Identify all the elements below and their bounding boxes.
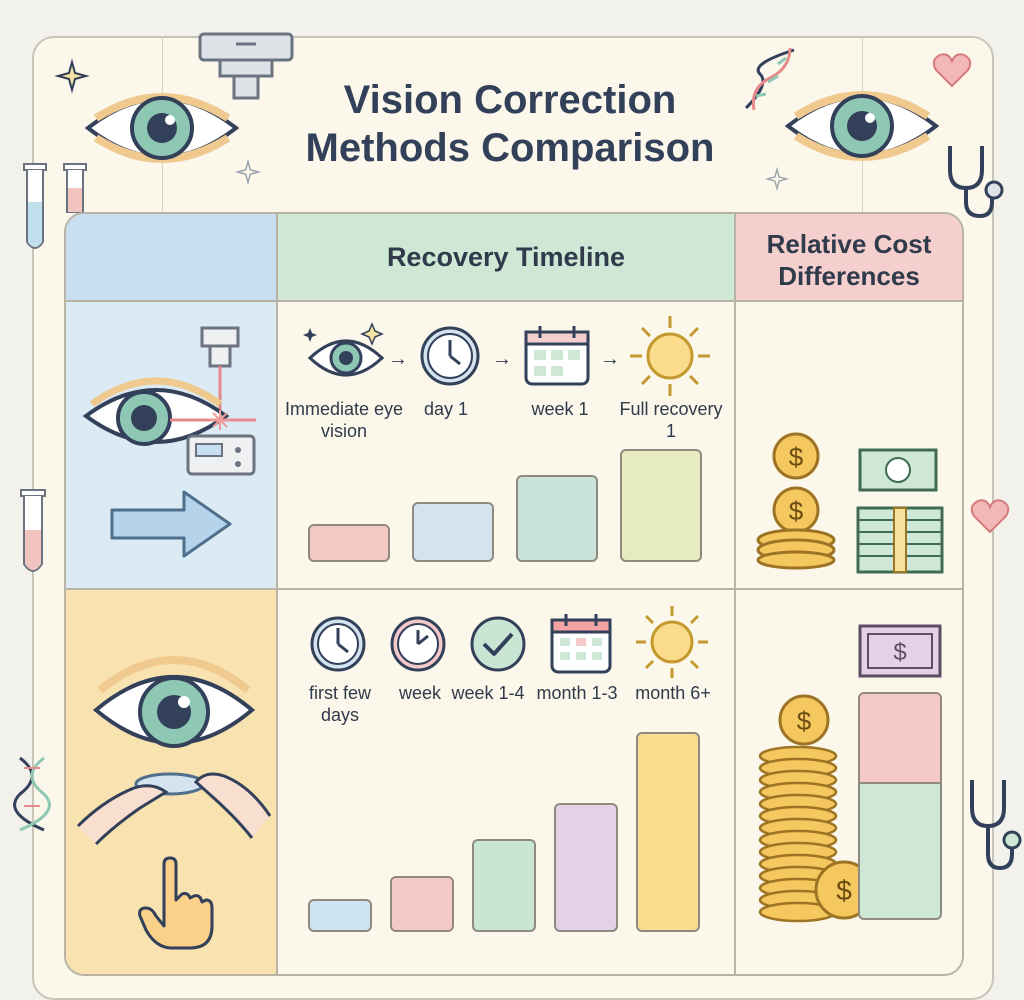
recovery-bar — [620, 449, 702, 562]
test-tube-icon — [20, 489, 46, 572]
heart-icon — [970, 499, 1010, 534]
header-recovery-cell: Recovery Timeline — [278, 214, 736, 302]
clock-icon — [420, 326, 480, 386]
recovery-bar — [516, 475, 598, 562]
sparkle-icon — [764, 166, 790, 192]
contact-lens-icon — [76, 656, 272, 846]
hand-pointer-icon — [138, 856, 214, 950]
page-title: Vision Correction Methods Comparison — [260, 76, 760, 172]
eye-icon — [84, 93, 240, 163]
test-tubes-icon — [23, 163, 87, 249]
laser-device-icon — [198, 32, 294, 100]
header-cost-cell: Relative Cost Differences — [736, 214, 962, 302]
step-label: week — [398, 683, 442, 703]
step-label: day 1 — [423, 399, 469, 419]
header-empty-cell — [66, 214, 278, 302]
row1-cost-cell: $ $ — [736, 302, 962, 590]
eye-icon — [303, 322, 385, 377]
step-arrow: → — [388, 348, 408, 370]
cost-bar-top — [858, 692, 942, 784]
recovery-bar — [554, 803, 618, 932]
arrow-right-icon — [110, 490, 232, 558]
clock-icon — [390, 616, 446, 672]
dollar-sign: $ — [789, 442, 804, 472]
dna-icon — [744, 47, 795, 111]
sparkle-icon — [234, 158, 262, 186]
stethoscope-icon — [970, 780, 1022, 871]
step-label: Full recovery 1 — [619, 399, 723, 441]
step-label: first few days — [308, 683, 371, 725]
cash-stack-icon — [856, 448, 944, 574]
banknote-icon: $ — [858, 624, 942, 678]
row1-method-cell — [66, 302, 278, 590]
calendar-icon — [550, 614, 612, 674]
comparison-table: Recovery Timeline Relative Cost Differen… — [64, 212, 964, 976]
recovery-bar — [472, 839, 536, 932]
recovery-bar — [308, 899, 372, 932]
dollar-sign: $ — [797, 706, 812, 736]
row2-cost-cell: $ $ $ — [736, 590, 962, 974]
check-icon — [470, 616, 526, 672]
cost-bar-bottom — [858, 782, 942, 920]
eye-icon — [784, 91, 940, 161]
coins-icon: $ $ — [756, 432, 836, 570]
recovery-bar — [390, 876, 454, 932]
sun-icon — [636, 606, 708, 678]
sparkle-icon — [54, 58, 90, 94]
step-label: week 1-4 — [451, 683, 525, 703]
dollar-sign: $ — [836, 875, 852, 906]
title-line-2: Methods Comparison — [305, 126, 715, 170]
header-recovery: Recovery Timeline — [386, 242, 626, 272]
recovery-bar — [308, 524, 390, 562]
step-label: month 1-3 — [536, 683, 618, 703]
step-arrow: → — [492, 348, 512, 370]
calendar-icon — [524, 326, 590, 386]
row2-method-cell — [66, 590, 278, 974]
sun-icon — [630, 316, 710, 396]
recovery-bars-row1 — [278, 302, 736, 590]
row1-recovery-cell: → → → Immediate eye vision — [278, 302, 736, 590]
stethoscope-icon — [948, 146, 1004, 219]
step-arrow: → — [600, 348, 620, 370]
title-line-1: Vision Correction — [343, 78, 677, 122]
step-label: Immediate eye vision — [284, 399, 404, 441]
row2-recovery-cell: first few days week week 1-4 month 1-3 m… — [278, 590, 736, 974]
clock-icon — [310, 616, 366, 672]
heart-icon — [932, 53, 972, 88]
recovery-bars-row2 — [278, 590, 736, 974]
dna-icon — [13, 756, 51, 832]
step-label: month 6+ — [635, 683, 711, 703]
header-cost: Relative Cost Differences — [766, 229, 932, 291]
recovery-bar — [636, 732, 700, 932]
laser-eye-surgery-icon — [82, 326, 256, 476]
dollar-sign: $ — [893, 639, 906, 666]
step-label: week 1 — [531, 399, 589, 419]
recovery-bar — [412, 502, 494, 562]
dollar-sign: $ — [789, 496, 804, 526]
